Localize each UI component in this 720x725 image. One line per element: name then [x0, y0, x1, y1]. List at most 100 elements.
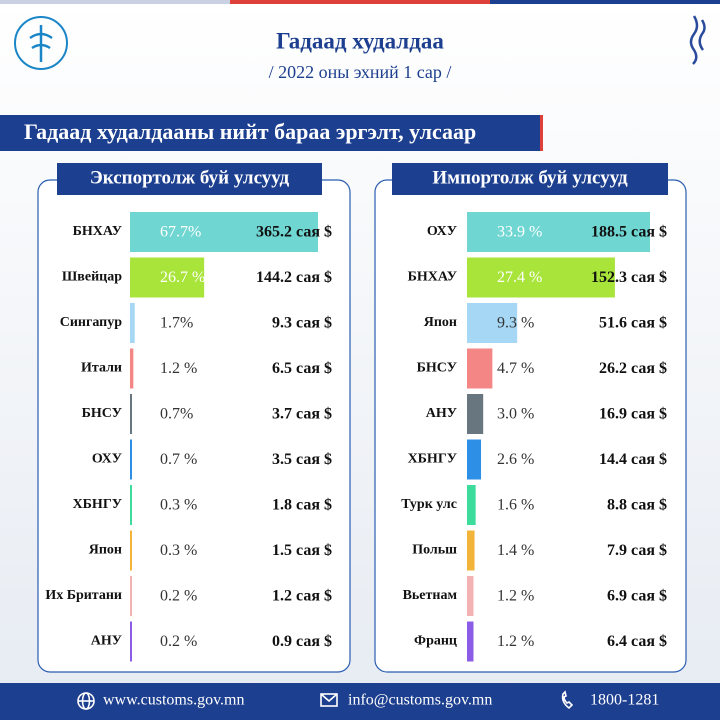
footer-email: info@customs.gov.mn	[348, 692, 492, 709]
bar	[467, 621, 474, 662]
bar	[130, 530, 132, 571]
category-label: Их Британи	[45, 588, 122, 603]
bar	[467, 257, 615, 298]
script-emblem	[689, 15, 706, 65]
bar	[467, 303, 518, 343]
subtitle: / 2022 оны эхний 1 сар /	[269, 62, 452, 82]
amount-label: 6.9 сая $	[607, 588, 667, 605]
category-label: АНУ	[426, 406, 457, 421]
top-line	[490, 0, 720, 4]
bar	[130, 439, 132, 480]
amount-label: 365.2 сая $	[256, 224, 332, 241]
bar	[467, 485, 476, 525]
panel-title: Экспортолж буй улсууд	[90, 167, 290, 188]
bar	[467, 348, 493, 389]
percent-label: 33.9 %	[497, 224, 542, 241]
percent-label: 1.6 %	[497, 497, 534, 514]
category-label: Швейцар	[62, 270, 122, 285]
amount-label: 3.7 сая $	[272, 406, 332, 423]
percent-label: 0.2 %	[160, 633, 197, 650]
bar	[467, 394, 484, 434]
footer-website: www.customs.gov.mn	[103, 692, 244, 709]
amount-label: 152.3 сая $	[591, 269, 667, 286]
footer-icons	[77, 690, 574, 710]
bar	[130, 394, 132, 434]
percent-label: 0.2 %	[160, 588, 197, 605]
bar	[130, 485, 132, 525]
category-label: АНУ	[91, 634, 122, 649]
bar	[467, 576, 474, 616]
category-label: ХБНГУ	[408, 452, 457, 467]
category-label: ХБНГУ	[73, 497, 122, 512]
category-label: БНХАУ	[408, 270, 457, 285]
percent-label: 0.7 %	[160, 451, 197, 468]
amount-label: 188.5 сая $	[591, 224, 667, 241]
bar	[130, 212, 318, 252]
bar	[130, 257, 205, 298]
percent-label: 9.3 %	[497, 315, 534, 332]
footer-phone: 1800-1281	[590, 692, 659, 709]
amount-label: 51.6 сая $	[599, 315, 667, 332]
category-label: Япон	[89, 543, 122, 558]
bar	[467, 530, 475, 571]
bar	[130, 621, 132, 662]
amount-label: 1.5 сая $	[272, 542, 332, 559]
percent-label: 1.4 %	[497, 542, 534, 559]
amount-label: 9.3 сая $	[272, 315, 332, 332]
amount-label: 144.2 сая $	[256, 269, 332, 286]
category-label: Вьетнам	[403, 588, 458, 603]
bar	[130, 348, 134, 389]
percent-label: 27.4 %	[497, 269, 542, 286]
category-label: Итали	[81, 361, 122, 376]
amount-label: 0.9 сая $	[272, 633, 332, 650]
charts: Экспортолж буй улсууд БНХАУ 67.7% 365.2 сая…	[37, 163, 687, 673]
percent-label: 67.7%	[160, 224, 201, 241]
category-label: Турк улс	[401, 497, 457, 512]
panel-title-bg	[392, 163, 668, 195]
amount-label: 7.9 сая $	[607, 542, 667, 559]
percent-label: 2.6 %	[497, 451, 534, 468]
amount-label: 3.5 сая $	[272, 451, 332, 468]
percent-label: 1.2 %	[497, 633, 534, 650]
amount-label: 6.5 сая $	[272, 360, 332, 377]
category-label: БНСУ	[82, 406, 122, 421]
percent-label: 1.2 %	[160, 360, 197, 377]
category-label: Япон	[424, 315, 457, 330]
percent-label: 1.7%	[160, 315, 193, 332]
banner-accent	[540, 115, 543, 151]
amount-label: 26.2 сая $	[599, 360, 667, 377]
category-label: БНХАУ	[73, 224, 122, 239]
percent-label: 1.2 %	[497, 588, 534, 605]
amount-label: 6.4 сая $	[607, 633, 667, 650]
bar	[467, 212, 650, 252]
category-label: БНСУ	[417, 361, 457, 376]
banner	[0, 115, 540, 151]
category-label: Польш	[412, 543, 457, 558]
percent-label: 3.0 %	[497, 406, 534, 423]
bar	[130, 576, 132, 616]
category-label: Франц	[414, 634, 457, 649]
top-line	[230, 0, 490, 4]
bar	[130, 303, 135, 343]
logo	[14, 16, 68, 70]
amount-label: 8.8 сая $	[607, 497, 667, 514]
category-label: Сингапур	[60, 315, 122, 330]
percent-label: 0.7%	[160, 406, 193, 423]
percent-label: 0.3 %	[160, 497, 197, 514]
amount-label: 1.2 сая $	[272, 588, 332, 605]
amount-label: 14.4 сая $	[599, 451, 667, 468]
category-label: ОХУ	[92, 452, 122, 467]
amount-label: 16.9 сая $	[599, 406, 667, 423]
panel-title-bg	[57, 163, 322, 195]
category-label: ОХУ	[427, 224, 457, 239]
footer	[0, 683, 720, 720]
bar	[467, 439, 482, 480]
percent-label: 26.7 %	[160, 269, 205, 286]
percent-label: 0.3 %	[160, 542, 197, 559]
panel-title: Импортолж буй улсууд	[432, 167, 628, 188]
amount-label: 1.8 сая $	[272, 497, 332, 514]
banner-text: Гадаад худалдааны нийт бараа эргэлт, улс…	[24, 119, 476, 144]
title: Гадаад худалдаа	[276, 28, 444, 53]
